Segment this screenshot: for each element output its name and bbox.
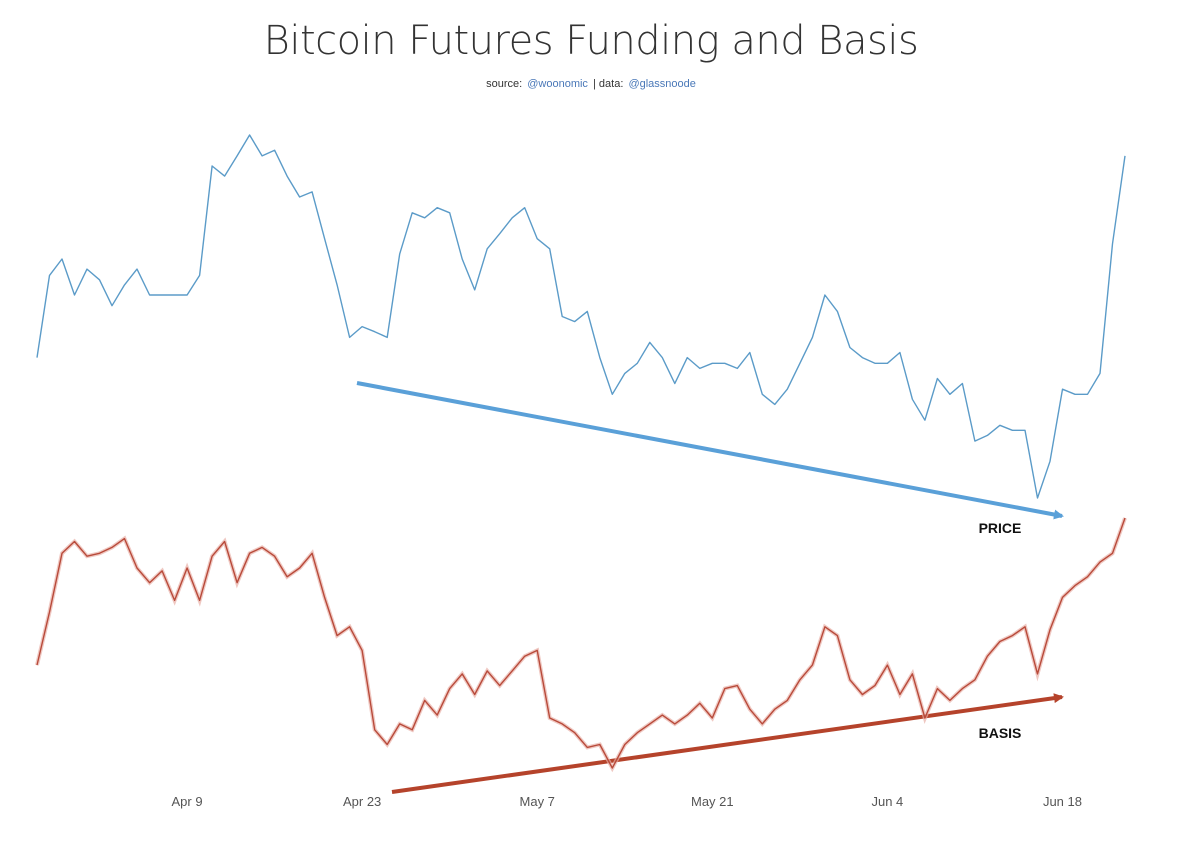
- trend-arrow: [391, 693, 1064, 794]
- x-tick-label: Jun 4: [871, 794, 903, 809]
- line: [36, 134, 1126, 499]
- chart-title: Bitcoin Futures Funding and Basis: [263, 18, 919, 64]
- trend-arrow: [356, 381, 1064, 520]
- series-label: PRICE: [979, 520, 1022, 536]
- line-glow: [35, 517, 1127, 773]
- x-tick-label: Apr 23: [343, 794, 381, 809]
- subtitle: source: @woonomic | data: @glassnoode: [0, 78, 1182, 90]
- subtitle-text: | data:: [593, 78, 624, 90]
- x-tick-label: Apr 9: [172, 794, 203, 809]
- x-tick-label: May 21: [691, 794, 734, 809]
- series-label: BASIS: [979, 725, 1022, 741]
- x-tick-label: May 7: [520, 794, 555, 809]
- subtitle-link[interactable]: @glassnoode: [628, 78, 696, 90]
- subtitle-text: source:: [486, 78, 523, 90]
- line: [36, 517, 1126, 769]
- subtitle-link[interactable]: @woonomic: [527, 78, 588, 90]
- x-tick-label: Jun 18: [1043, 794, 1082, 809]
